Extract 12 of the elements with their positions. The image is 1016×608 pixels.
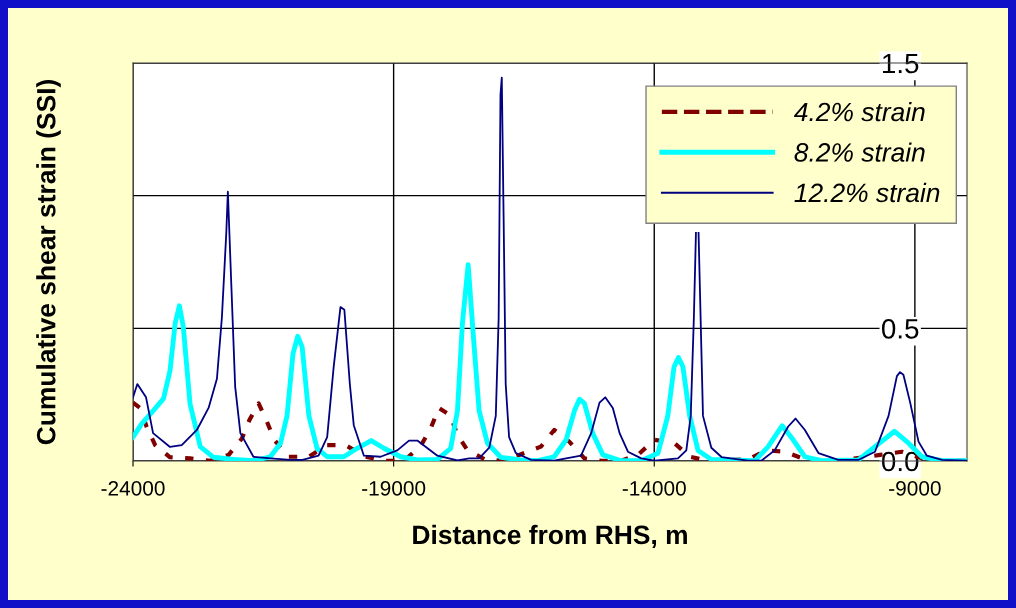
- y-tick-label: 0.5: [881, 319, 919, 339]
- x-tick-label: -9000: [889, 480, 941, 496]
- x-tick-label: -14000: [622, 480, 686, 496]
- x-tick-label: -24000: [101, 480, 165, 496]
- x-axis-title: Distance from RHS, m: [413, 524, 687, 549]
- legend-label: 4.2% strain: [793, 101, 925, 122]
- y-tick-label: 0.0: [881, 451, 919, 472]
- y-tick-label: 1.5: [883, 53, 919, 74]
- x-tick-label: -19000: [362, 480, 426, 496]
- y-axis-title: Cumulative shear strain (SSI): [36, 79, 61, 445]
- legend-label: 12.2% strain: [794, 182, 940, 203]
- legend-label: 8.2% strain: [794, 142, 925, 162]
